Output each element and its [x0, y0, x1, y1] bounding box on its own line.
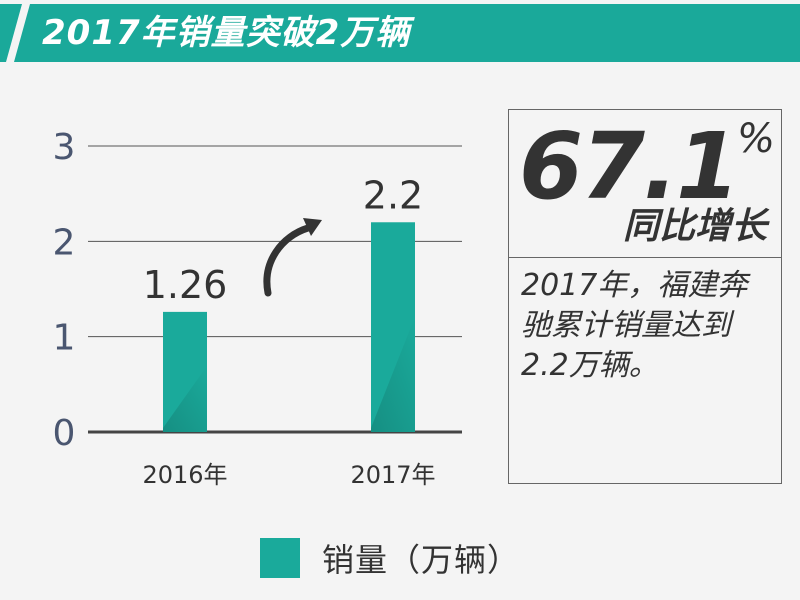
y-tick-label: 2	[53, 222, 76, 263]
growth-unit: %	[737, 116, 776, 162]
banner-bar	[14, 4, 800, 62]
x-tick-label: 2016年	[142, 461, 227, 489]
growth-label: 同比增长	[622, 206, 767, 247]
description-line: 2017年，福建奔	[521, 268, 748, 303]
bars	[163, 222, 415, 432]
box-divider	[509, 257, 781, 258]
y-tick-label: 3	[53, 127, 76, 168]
data-label: 2.2	[363, 173, 423, 217]
banner-background	[0, 4, 800, 62]
growth-arrow	[263, 218, 322, 297]
banner-left-stripe	[0, 4, 22, 62]
x-tick-label: 2017年	[350, 461, 435, 489]
data-label: 1.26	[143, 263, 228, 307]
arrow-head-icon	[303, 218, 322, 236]
description-line: 驰累计销量达到	[521, 308, 731, 343]
bar-shade	[371, 316, 415, 432]
growth-value: 67.1	[519, 113, 740, 220]
growth-description: 2017年，福建奔 驰累计销量达到 2.2万辆。	[521, 266, 771, 386]
description-line: 2.2万辆。	[521, 348, 659, 383]
page-title: 2017年销量突破2万辆	[42, 13, 411, 53]
bar-shade	[163, 365, 207, 432]
chart-legend: 销量（万辆）	[260, 537, 520, 579]
y-tick-label: 0	[53, 413, 76, 454]
y-tick-label: 1	[53, 318, 76, 359]
legend-swatch	[260, 538, 300, 578]
curved-arrow-icon	[263, 224, 312, 297]
growth-stat-box: 67.1 % 同比增长 2017年，福建奔 驰累计销量达到 2.2万辆。	[508, 109, 782, 484]
header-banner: 2017年销量突破2万辆	[0, 0, 800, 66]
legend-label: 销量（万辆）	[322, 541, 521, 579]
y-axis-ticks: 0 1 2 3	[53, 127, 76, 454]
x-axis-ticks: 2016年 2017年	[142, 461, 435, 489]
data-labels: 1.26 2.2	[143, 173, 424, 307]
